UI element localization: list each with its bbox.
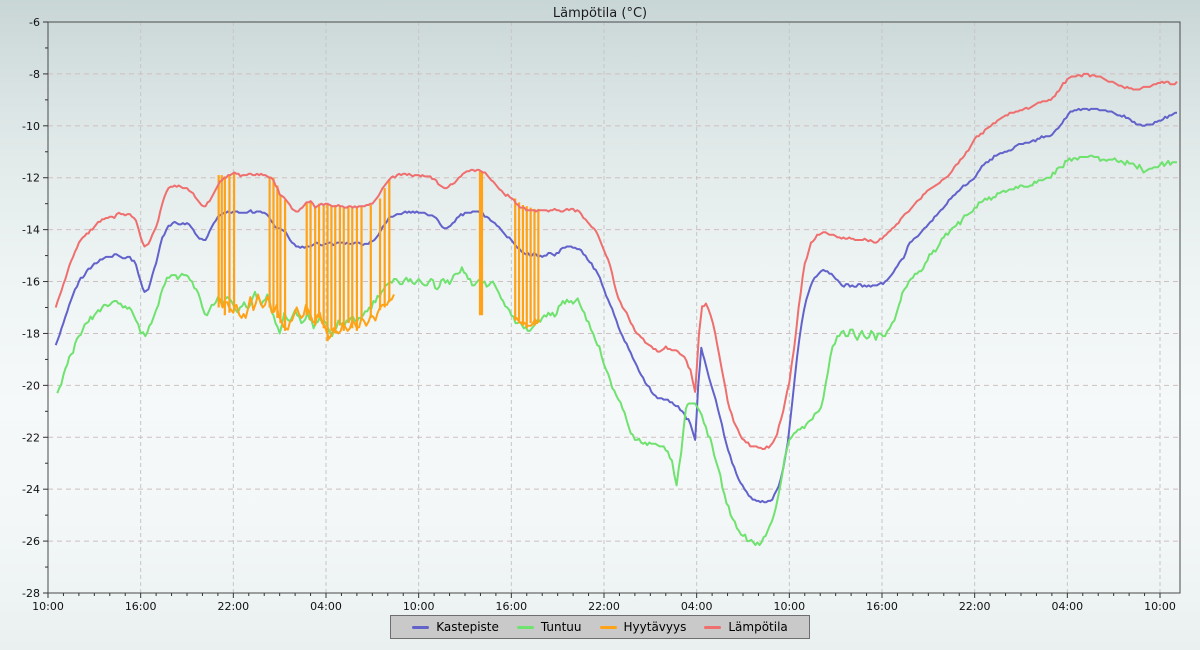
- y-tick-label: -16: [22, 276, 40, 289]
- x-tick-label: 22:00: [959, 600, 991, 613]
- legend-item-hyytävyys: Hyytävyys: [599, 619, 687, 635]
- x-tick-label: 10:00: [403, 600, 435, 613]
- axis-labels: 10:00 16:00 22:00 04:00 10:00 16:00 22:00 04:00…: [22, 16, 1176, 613]
- y-tick-label: -24: [22, 483, 40, 496]
- x-tick-label: 04:00: [1051, 600, 1083, 613]
- y-tick-label: -8: [29, 68, 40, 81]
- legend-line-swatch-icon: [412, 625, 430, 629]
- x-tick-label: 10:00: [32, 600, 64, 613]
- y-tick-label: -18: [22, 327, 40, 340]
- series-hyytävyys: [217, 171, 540, 342]
- legend-item-label: Hyytävyys: [623, 620, 687, 634]
- legend-line-swatch-icon: [704, 625, 722, 629]
- y-tick-label: -14: [22, 224, 40, 237]
- series-lämpötila: [54, 72, 1178, 450]
- legend: Kastepiste Tuntuu Hyytävyys Lämpötila: [0, 615, 1200, 639]
- series-kastepiste: [54, 107, 1177, 504]
- y-tick-label: -6: [29, 16, 40, 29]
- data-series: [54, 72, 1178, 546]
- legend-line-swatch-icon: [599, 625, 617, 629]
- y-tick-label: -12: [22, 172, 40, 185]
- y-tick-label: -22: [22, 431, 40, 444]
- legend-box: Kastepiste Tuntuu Hyytävyys Lämpötila: [390, 615, 810, 639]
- legend-item-kastepiste: Kastepiste: [412, 619, 499, 635]
- x-tick-label: 10:00: [1144, 600, 1176, 613]
- legend-item-label: Kastepiste: [436, 620, 499, 634]
- x-tick-label: 10:00: [773, 600, 805, 613]
- x-tick-label: 04:00: [310, 600, 342, 613]
- x-tick-label: 04:00: [681, 600, 713, 613]
- y-tick-label: -10: [22, 120, 40, 133]
- x-tick-label: 16:00: [866, 600, 898, 613]
- x-tick-label: 22:00: [588, 600, 620, 613]
- y-tick-label: -20: [22, 379, 40, 392]
- legend-item-label: Tuntuu: [540, 620, 582, 634]
- x-tick-label: 16:00: [495, 600, 527, 613]
- legend-item-lämpötila: Lämpötila: [704, 619, 788, 635]
- x-tick-label: 16:00: [125, 600, 157, 613]
- y-tick-label: -28: [22, 587, 40, 600]
- x-tick-label: 22:00: [217, 600, 249, 613]
- legend-item-label: Lämpötila: [728, 620, 788, 634]
- chart-title: Lämpötila (°C): [553, 6, 647, 21]
- y-tick-label: -26: [22, 535, 40, 548]
- legend-item-tuntuu: Tuntuu: [516, 619, 582, 635]
- series-tuntuu: [56, 154, 1177, 546]
- axis-ticks: [43, 21, 1161, 598]
- legend-line-swatch-icon: [516, 625, 534, 629]
